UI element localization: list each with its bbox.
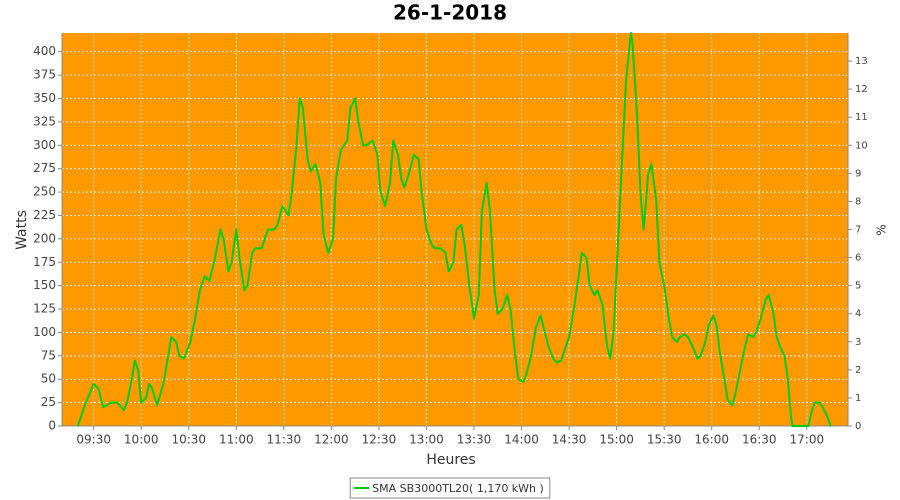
y2-tick-label: 0: [855, 421, 861, 432]
y2-tick-label: 1: [855, 393, 861, 404]
y-tick-label: 375: [33, 68, 56, 82]
x-tick-label: 10:30: [171, 433, 206, 447]
y-tick-label: 50: [41, 372, 56, 386]
y-tick-label: 100: [33, 325, 56, 339]
legend-box: [349, 477, 551, 499]
y-tick-label: 225: [33, 208, 56, 222]
y2-tick-label: 2: [855, 365, 861, 376]
x-tick-label: 12:30: [362, 433, 397, 447]
x-tick-label: 12:00: [314, 433, 349, 447]
x-tick-label: 16:00: [694, 433, 729, 447]
y2-axis-label: %: [875, 224, 889, 235]
x-tick-label: 15:00: [599, 433, 634, 447]
line-series: [76, 32, 832, 427]
y-tick-label: 175: [33, 255, 56, 269]
y2-tick-label: 6: [855, 253, 861, 264]
y2-tick-label: 3: [855, 337, 861, 348]
y2-tick-label: 9: [855, 168, 861, 179]
legend-label: SMA SB3000TL20( 1,170 kWh ): [372, 482, 544, 495]
plot-area: [62, 33, 848, 426]
y-tick-label: 400: [33, 44, 56, 58]
x-tick-label: 11:30: [267, 433, 302, 447]
x-tick-label: 09:30: [76, 433, 111, 447]
x-tick-label: 16:30: [742, 433, 777, 447]
chart-title: 26-1-2018: [393, 1, 507, 25]
y-tick-label: 125: [33, 302, 56, 316]
y2-tick-label: 13: [855, 56, 868, 67]
y-tick-label: 25: [41, 395, 56, 409]
y2-tick-label: 10: [855, 140, 868, 151]
y-tick-label: 75: [41, 348, 56, 362]
x-tick-label: 11:00: [219, 433, 254, 447]
y2-tick-label: 4: [855, 309, 861, 320]
y-tick-label: 275: [33, 161, 56, 175]
y-axis-label: Watts: [14, 210, 30, 250]
x-tick-label: 14:30: [552, 433, 587, 447]
x-tick-label: 17:00: [790, 433, 825, 447]
y2-tick-label: 5: [855, 281, 861, 292]
y2-tick-label: 12: [855, 84, 868, 95]
y2-tick-label: 8: [855, 196, 861, 207]
y-tick-label: 0: [48, 419, 56, 433]
x-tick-label: 13:30: [457, 433, 492, 447]
y2-tick-label: 7: [855, 225, 861, 236]
x-tick-label: 10:00: [124, 433, 159, 447]
y2-tick-label: 11: [855, 112, 868, 123]
x-axis-label: Heures: [426, 452, 475, 468]
y-tick-label: 200: [33, 231, 56, 245]
x-tick-label: 13:00: [409, 433, 444, 447]
y-tick-label: 350: [33, 91, 56, 105]
x-tick-label: 15:30: [647, 433, 682, 447]
y-tick-label: 250: [33, 185, 56, 199]
x-tick-label: 14:00: [504, 433, 539, 447]
y-tick-label: 300: [33, 138, 56, 152]
y-tick-label: 325: [33, 114, 56, 128]
y-tick-label: 150: [33, 278, 56, 292]
